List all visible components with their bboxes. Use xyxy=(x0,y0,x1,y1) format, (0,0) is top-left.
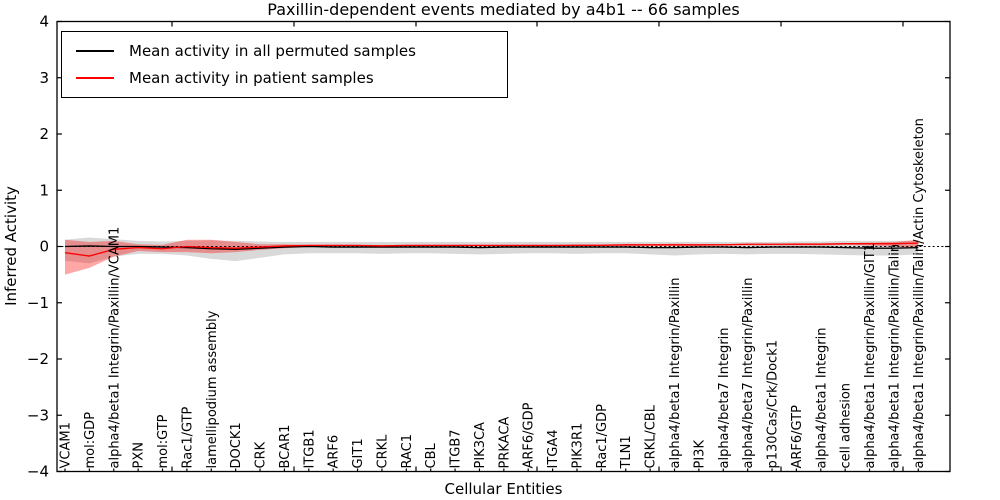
x-tick-label: alpha4/beta1 Integrin/Paxillin/VCAM1 xyxy=(107,227,122,469)
x-tick-label: alpha4/beta1 Integrin/Paxillin/GIT1 xyxy=(863,243,878,469)
x-tick-label: ITGB1 xyxy=(302,429,317,468)
x-tick-label: alpha4/beta7 Integrin/Paxillin xyxy=(741,277,756,468)
x-tick-label: p130Cas/Crk/Dock1 xyxy=(766,340,781,469)
legend-line-permuted xyxy=(76,49,114,52)
y-tick-label: −4 xyxy=(27,463,49,481)
x-tick-label: alpha4/beta1 Integrin/Paxillin xyxy=(668,277,683,468)
x-tick-label: lamellipodium assembly xyxy=(205,310,220,468)
x-tick-label: ARF6 xyxy=(327,435,342,469)
x-tick-label: PXN xyxy=(132,442,147,468)
y-tick-label: 3 xyxy=(39,69,49,87)
x-tick-label: ARF6/GTP xyxy=(790,405,805,469)
x-tick-label: VCAM1 xyxy=(59,422,74,468)
x-tick-label: TLN1 xyxy=(619,435,634,469)
x-tick-label: CRK xyxy=(254,441,269,468)
y-tick-label: −2 xyxy=(27,350,49,368)
x-tick-label: alpha4/beta1 Integrin/Paxillin/Talin/Act… xyxy=(912,118,927,468)
y-tick-label: 2 xyxy=(39,125,49,143)
x-tick-label: Rac1/GDP xyxy=(595,404,610,469)
legend-item-permuted: Mean activity in all permuted samples xyxy=(62,38,507,64)
x-tick-label: ARF6/GDP xyxy=(522,402,537,468)
y-tick-label: −3 xyxy=(27,406,49,424)
x-tick-label: PRKACA xyxy=(497,417,512,469)
y-tick-label: −1 xyxy=(27,294,49,312)
y-axis-label: Inferred Activity xyxy=(2,186,20,306)
legend-line-patient xyxy=(76,77,114,80)
patient-mean-line xyxy=(64,242,919,257)
x-tick-label: CRKL/CBL xyxy=(644,404,659,468)
x-tick-label: cell adhesion xyxy=(839,383,854,469)
x-tick-label: Rac1/GTP xyxy=(180,406,195,468)
x-tick-label: BCAR1 xyxy=(278,425,293,469)
x-tick-label: alpha4/beta1 Integrin/Paxillin/Talin xyxy=(887,244,902,469)
y-tick-label: 4 xyxy=(39,13,49,31)
legend-label-permuted: Mean activity in all permuted samples xyxy=(129,41,416,60)
x-tick-label: ITGA4 xyxy=(546,429,561,468)
x-tick-label: PIK3R1 xyxy=(570,423,585,469)
x-tick-label: alpha4/beta7 Integrin xyxy=(717,327,732,468)
x-tick-label: mol:GTP xyxy=(156,414,171,468)
chart-title: Paxillin-dependent events mediated by a4… xyxy=(267,0,740,19)
x-tick-label: CRKL xyxy=(375,434,390,469)
legend: Mean activity in all permuted samples Me… xyxy=(61,31,508,98)
x-tick-label: DOCK1 xyxy=(229,422,244,468)
x-tick-label: mol:GDP xyxy=(83,412,98,469)
y-tick-label: 0 xyxy=(39,238,49,256)
x-tick-label: alpha4/beta1 Integrin xyxy=(814,327,829,468)
x-tick-label: CBL xyxy=(424,443,439,469)
legend-label-patient: Mean activity in patient samples xyxy=(129,69,374,88)
patient-std-band xyxy=(65,239,919,275)
x-tick-label: PI3K xyxy=(692,440,707,469)
permuted-mean-line xyxy=(64,245,919,250)
x-axis-label: Cellular Entities xyxy=(444,480,563,498)
y-tick-label: 1 xyxy=(39,181,49,199)
legend-item-patient: Mean activity in patient samples xyxy=(62,65,507,91)
x-tick-label: GIT1 xyxy=(351,438,366,468)
x-tick-label: ITGB7 xyxy=(449,429,464,468)
x-tick-label: PIK3CA xyxy=(473,422,488,469)
x-tick-label: RAC1 xyxy=(400,434,415,469)
permuted-std-band xyxy=(65,237,919,264)
